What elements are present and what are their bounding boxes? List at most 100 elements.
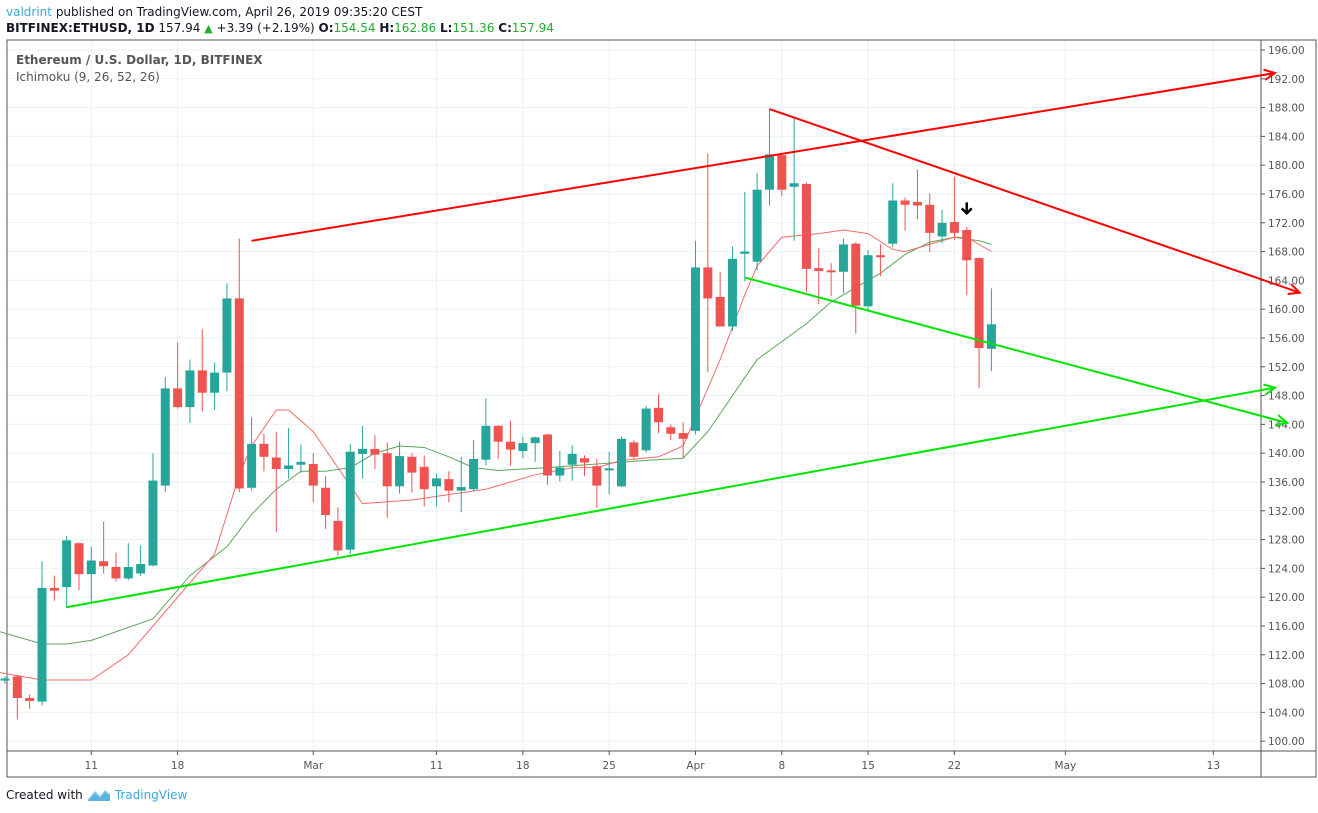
candle-body[interactable] — [37, 587, 47, 702]
candle-body[interactable] — [469, 458, 479, 490]
candle-body[interactable] — [629, 442, 639, 457]
candle-body[interactable] — [247, 443, 257, 488]
candle-body[interactable] — [752, 189, 762, 262]
candle-body[interactable] — [567, 453, 577, 465]
candle-body[interactable] — [727, 258, 737, 327]
candle-body[interactable] — [641, 408, 651, 451]
candle-body[interactable] — [74, 543, 84, 575]
candle-body[interactable] — [407, 456, 417, 473]
candle-body[interactable] — [432, 478, 442, 487]
candle-body[interactable] — [62, 540, 72, 588]
candle-body[interactable] — [814, 268, 824, 272]
candle-body[interactable] — [148, 480, 158, 566]
candle-body[interactable] — [123, 566, 133, 579]
candle-body[interactable] — [826, 270, 836, 273]
candle-body[interactable] — [801, 183, 811, 269]
candle-body[interactable] — [789, 183, 799, 187]
descending-resistance-line[interactable] — [769, 108, 1300, 294]
candle-body[interactable] — [160, 388, 170, 486]
candle-body[interactable] — [481, 425, 491, 460]
candle-body[interactable] — [370, 448, 380, 455]
candle-body[interactable] — [197, 370, 207, 393]
candle-body[interactable] — [875, 255, 885, 258]
descending-support-line[interactable] — [744, 276, 1288, 424]
candle-body[interactable] — [851, 243, 861, 306]
candle-body[interactable] — [86, 560, 96, 575]
candle-body[interactable] — [703, 267, 713, 299]
candle-body[interactable] — [358, 448, 368, 454]
candle-body[interactable] — [518, 443, 528, 452]
candle-body[interactable] — [962, 230, 972, 261]
candle-body[interactable] — [382, 453, 392, 487]
candle-body[interactable] — [543, 434, 553, 476]
candle-body[interactable] — [555, 467, 565, 476]
tradingview-link[interactable]: TradingView — [114, 788, 188, 802]
candle-body[interactable] — [222, 298, 232, 373]
candle-body[interactable] — [653, 407, 663, 423]
candle-body[interactable] — [321, 487, 331, 516]
candle-body[interactable] — [974, 258, 984, 349]
candle-body[interactable] — [666, 427, 676, 434]
open-label: O: — [318, 21, 334, 35]
candle-body[interactable] — [493, 425, 503, 442]
candle-body[interactable] — [345, 451, 355, 550]
candle-body[interactable] — [986, 324, 996, 349]
candle-body[interactable] — [604, 468, 614, 471]
candle-body[interactable] — [690, 267, 700, 431]
upper-resistance-line[interactable] — [251, 72, 1276, 242]
candle-body[interactable] — [863, 255, 873, 307]
candle-body[interactable] — [888, 200, 898, 244]
candle-body[interactable] — [210, 372, 220, 393]
price-axis-label: 116.00 — [1268, 621, 1305, 633]
candle-body[interactable] — [506, 441, 516, 450]
candle-body[interactable] — [444, 479, 454, 491]
ascending-support-line[interactable] — [66, 386, 1276, 609]
up-arrow-icon: ▲ — [204, 22, 213, 35]
candle-body[interactable] — [740, 251, 750, 254]
candle-body[interactable] — [912, 201, 922, 206]
candle-body[interactable] — [308, 464, 318, 486]
candle-body[interactable] — [777, 155, 787, 190]
candle-body[interactable] — [25, 698, 35, 701]
price-axis-label: 156.00 — [1268, 333, 1305, 345]
price-axis-label: 128.00 — [1268, 535, 1305, 547]
candle-body[interactable] — [617, 438, 626, 487]
candle-body[interactable] — [111, 566, 121, 579]
candle-body[interactable] — [0, 678, 10, 681]
candle-body[interactable] — [530, 437, 540, 444]
time-axis-label: 13 — [1207, 760, 1220, 772]
candle-body[interactable] — [173, 388, 183, 408]
candle-body[interactable] — [900, 200, 910, 205]
candle-body[interactable] — [580, 458, 590, 463]
candle-body[interactable] — [838, 244, 848, 272]
last-price: 157.94 — [158, 21, 201, 35]
upper-resistance-line-arrowhead-icon — [1263, 68, 1278, 81]
candle-body[interactable] — [12, 676, 22, 698]
candle-body[interactable] — [49, 587, 59, 591]
candle-body[interactable] — [271, 457, 281, 470]
candle-body[interactable] — [234, 298, 244, 489]
candle-body[interactable] — [99, 561, 109, 567]
candle-body[interactable] — [419, 466, 429, 490]
candle-body[interactable] — [456, 487, 466, 491]
candle-body[interactable] — [259, 443, 269, 457]
descending-support-line-arrowhead-icon — [1275, 414, 1290, 427]
candle-body[interactable] — [937, 222, 947, 237]
candle-body[interactable] — [592, 466, 602, 486]
price-axis-label: 148.00 — [1268, 391, 1305, 403]
candle-body[interactable] — [949, 222, 959, 233]
candle-body[interactable] — [136, 564, 146, 574]
candle-body[interactable] — [284, 465, 294, 470]
candle-body[interactable] — [296, 461, 306, 465]
candle-body[interactable] — [185, 370, 195, 408]
author-link[interactable]: valdrint — [6, 5, 52, 19]
candle-body[interactable] — [678, 433, 688, 439]
candle-body[interactable] — [764, 154, 774, 190]
candle-body[interactable] — [395, 456, 405, 487]
candle-body[interactable] — [925, 204, 935, 233]
candle-body[interactable] — [333, 520, 343, 551]
indicator-legend[interactable]: Ichimoku (9, 26, 52, 26) — [16, 70, 160, 84]
time-axis-label: 18 — [516, 760, 529, 772]
candle-body[interactable] — [715, 296, 725, 327]
